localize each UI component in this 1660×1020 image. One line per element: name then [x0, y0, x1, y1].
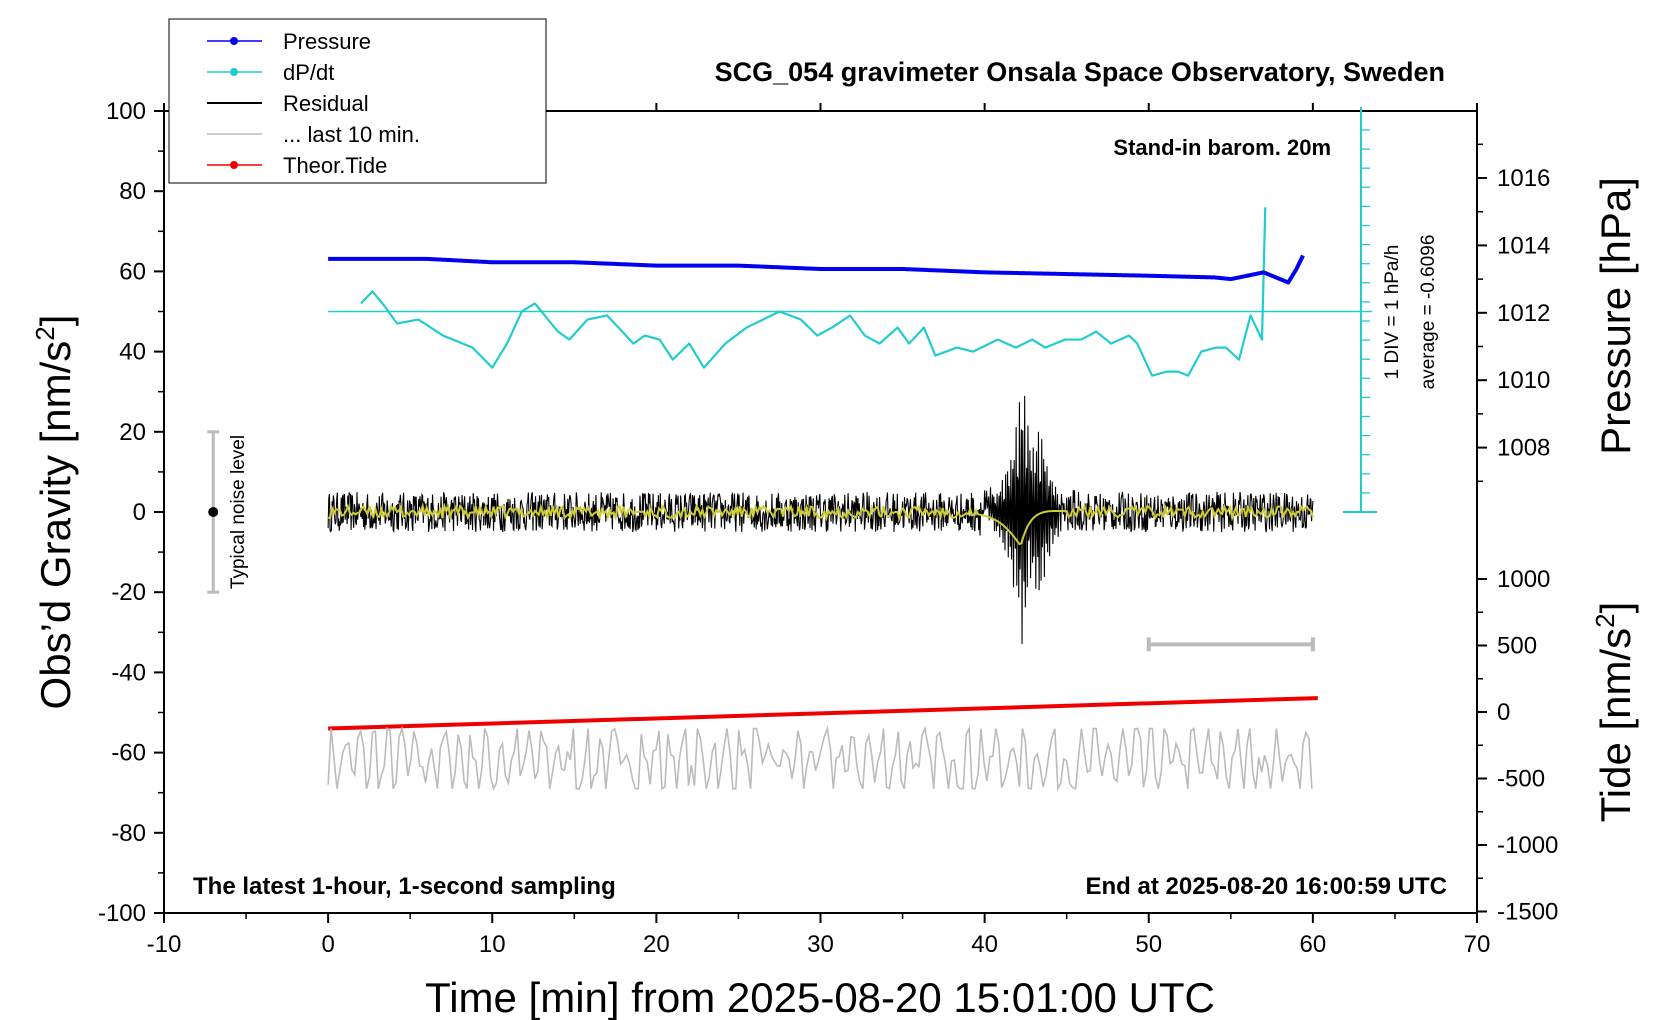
- x-tick-label: 10: [479, 931, 506, 958]
- x-tick-label: -10: [147, 931, 182, 958]
- tide-tick-label: 500: [1497, 633, 1537, 660]
- legend-label: Residual: [283, 91, 369, 116]
- pressure-tick-label: 1010: [1497, 367, 1550, 394]
- dpdt-scale-label: 1 DIV = 1 hPa/h: [1382, 245, 1403, 380]
- tide-tick-label: -1000: [1497, 832, 1558, 859]
- noise-bar-center: [208, 507, 219, 517]
- y-axis-label-pressure: Pressure [hPa]: [1592, 177, 1639, 455]
- legend-marker: [230, 161, 238, 169]
- last-10-min-line: [327, 725, 1313, 792]
- legend-box: [168, 18, 547, 184]
- y-tick-label: -60: [111, 740, 146, 767]
- residual-line: [327, 395, 1314, 644]
- pressure-line: [327, 254, 1305, 285]
- noise-level-bar: [207, 430, 220, 594]
- y-axis-pressure: 1008 1010 1012 1014 1016: [1477, 143, 1550, 483]
- y-label-gravity-end: ]: [32, 315, 79, 327]
- y-label-tide-main: Tide [nm/s: [1592, 628, 1639, 823]
- y-axis-tide: 1000 500 0 -500 -1000 -1500: [1477, 566, 1558, 926]
- legend-items: Pressure dP/dt Residual ... last 10 min. The…: [207, 29, 420, 178]
- x-tick-label: 30: [807, 931, 834, 958]
- x-tick-label: 50: [1135, 931, 1162, 958]
- barometer-note: Stand-in barom. 20m: [1113, 135, 1331, 160]
- y-tick-label: -100: [98, 900, 146, 927]
- pressure-tick-label: 1012: [1497, 300, 1550, 327]
- pressure-tick-label: 1014: [1497, 232, 1550, 259]
- dpdt-scale-axis: [328, 107, 1377, 513]
- y-label-tide-sup: 2: [1590, 613, 1620, 627]
- y-axis-label-tide: Tide [nm/s2]: [1590, 602, 1639, 823]
- y-label-gravity-main: Obs’d Gravity [nm/s: [32, 341, 79, 710]
- y-tick-label: 100: [106, 98, 146, 125]
- legend-label: Pressure: [283, 29, 371, 54]
- y-tick-label: -80: [111, 820, 146, 847]
- legend-label: Theor.Tide: [283, 153, 387, 178]
- legend-label: ... last 10 min.: [283, 122, 420, 147]
- x-tick-label: 20: [643, 931, 670, 958]
- x-tick-label: 0: [321, 931, 334, 958]
- legend-marker: [230, 37, 238, 45]
- y-tick-label: 20: [119, 419, 146, 446]
- legend-marker: [230, 68, 238, 76]
- pressure-tick-label: 1016: [1497, 165, 1550, 192]
- pressure-tick-label: 1008: [1497, 435, 1550, 462]
- y-tick-label: 60: [119, 258, 146, 285]
- y-tick-label: -40: [111, 659, 146, 686]
- x-axis: -10 0 10 20 30 40 50 60 70: [147, 103, 1491, 958]
- x-tick-label: 40: [971, 931, 998, 958]
- series-layer: [327, 207, 1318, 792]
- x-axis-label: Time [min] from 2025-08-20 15:01:00 UTC: [425, 974, 1215, 1020]
- x-tick-label: 60: [1300, 931, 1327, 958]
- dpdt-average-label: average = -0.6096: [1418, 235, 1439, 390]
- y-tick-label: 0: [133, 499, 146, 526]
- residual-smooth-line: [327, 502, 1314, 546]
- x-tick-label: 70: [1464, 931, 1491, 958]
- y-label-tide-end: ]: [1592, 602, 1639, 614]
- subtitle-left: The latest 1-hour, 1-second sampling: [193, 873, 616, 900]
- y-tick-label: 80: [119, 178, 146, 205]
- y-tick-label: 40: [119, 339, 146, 366]
- dpdt-line: [360, 207, 1267, 377]
- tide-tick-label: 1000: [1497, 566, 1550, 593]
- y-label-gravity-sup: 2: [30, 326, 60, 340]
- theor-tide-line: [328, 696, 1318, 731]
- legend-label: dP/dt: [283, 60, 334, 85]
- y-axis-gravity: -100 -80 -60 -40 -20 0 20 40 60 80 100: [98, 98, 164, 927]
- subtitle-right: End at 2025-08-20 16:00:59 UTC: [1086, 873, 1448, 900]
- legend: Pressure dP/dt Residual ... last 10 min. The…: [168, 18, 547, 184]
- y-axis-label-gravity: Obs’d Gravity [nm/s2]: [30, 315, 79, 710]
- tide-tick-label: -1500: [1497, 899, 1558, 926]
- noise-level-label: Typical noise level: [228, 435, 249, 589]
- tide-tick-label: 0: [1497, 699, 1510, 726]
- y-tick-label: -20: [111, 579, 146, 606]
- chart-title: SCG_054 gravimeter Onsala Space Observat…: [715, 57, 1445, 87]
- tide-tick-label: -500: [1497, 766, 1545, 793]
- scale-bar: [1146, 637, 1315, 652]
